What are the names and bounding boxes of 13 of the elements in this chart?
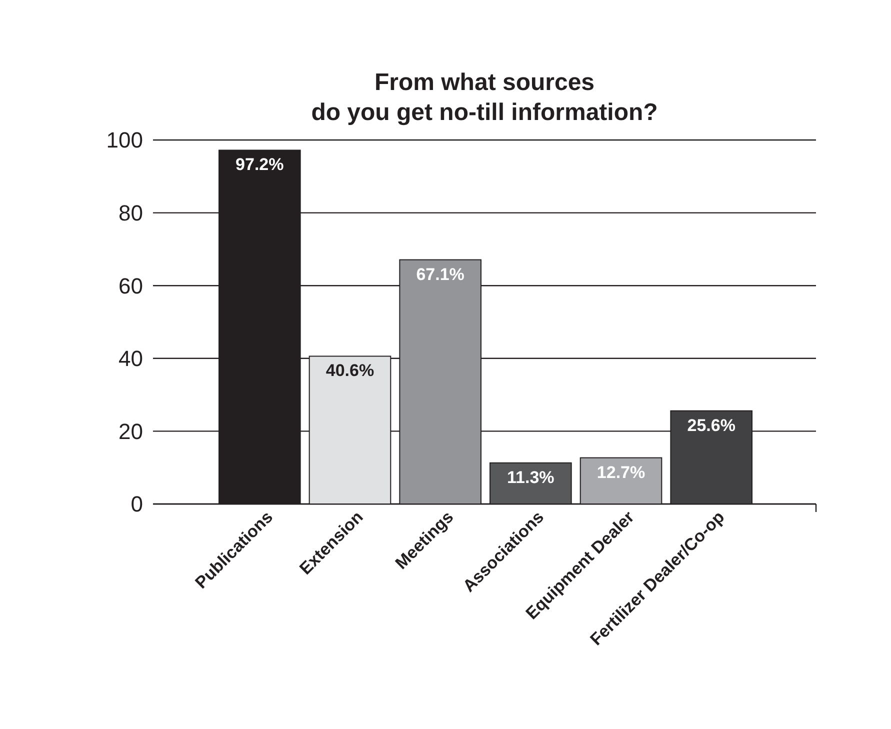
chart-title: From what sources do you get no-till information? xyxy=(311,69,658,126)
y-tick-label: 100 xyxy=(106,128,143,153)
data-label: 11.3% xyxy=(507,468,554,487)
data-label: 40.6% xyxy=(326,361,374,380)
data-label: 67.1% xyxy=(416,264,464,284)
y-tick-label: 40 xyxy=(118,346,143,372)
y-tick-label: 0 xyxy=(130,492,143,517)
y-tick-label: 80 xyxy=(118,200,143,226)
y-tick-label: 20 xyxy=(118,418,143,444)
data-label: 12.7% xyxy=(596,462,646,482)
y-tick-label: 60 xyxy=(118,273,143,298)
data-label: 25.6% xyxy=(687,416,736,435)
data-label: 97.2% xyxy=(236,155,284,174)
